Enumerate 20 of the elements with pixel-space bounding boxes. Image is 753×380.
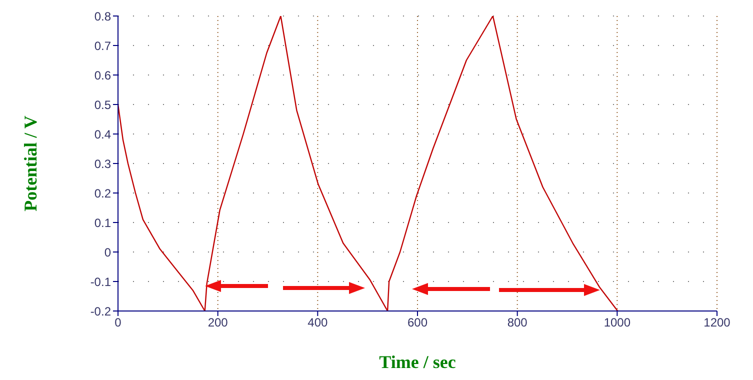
x-tick-label: 1200 bbox=[704, 316, 731, 330]
y-tick-label: -0.1 bbox=[90, 274, 112, 289]
x-tick-label: 1000 bbox=[604, 316, 631, 330]
x-tick-label: 400 bbox=[308, 316, 328, 330]
y-tick-label: 0.6 bbox=[94, 68, 112, 82]
y-tick-label: 0 bbox=[104, 245, 112, 260]
y-tick-label: -0.2 bbox=[90, 304, 112, 318]
y-tick-label: 0.8 bbox=[94, 9, 112, 24]
y-axis-title: Potential / V bbox=[20, 116, 40, 212]
x-tick-label: 800 bbox=[507, 316, 528, 330]
y-tick-label: 0.7 bbox=[94, 38, 112, 53]
y-tick-label: 0.5 bbox=[94, 98, 112, 112]
x-tick-label: 600 bbox=[407, 316, 428, 330]
y-tick-label: 0.4 bbox=[94, 127, 112, 142]
x-tick-label: 200 bbox=[208, 316, 228, 330]
y-tick-label: 0.2 bbox=[94, 186, 112, 200]
y-tick-label: 0.1 bbox=[94, 216, 112, 230]
x-axis-title: Time / sec bbox=[379, 352, 456, 372]
x-tick-label: 0 bbox=[114, 316, 122, 330]
y-tick-label: 0.3 bbox=[94, 156, 112, 171]
